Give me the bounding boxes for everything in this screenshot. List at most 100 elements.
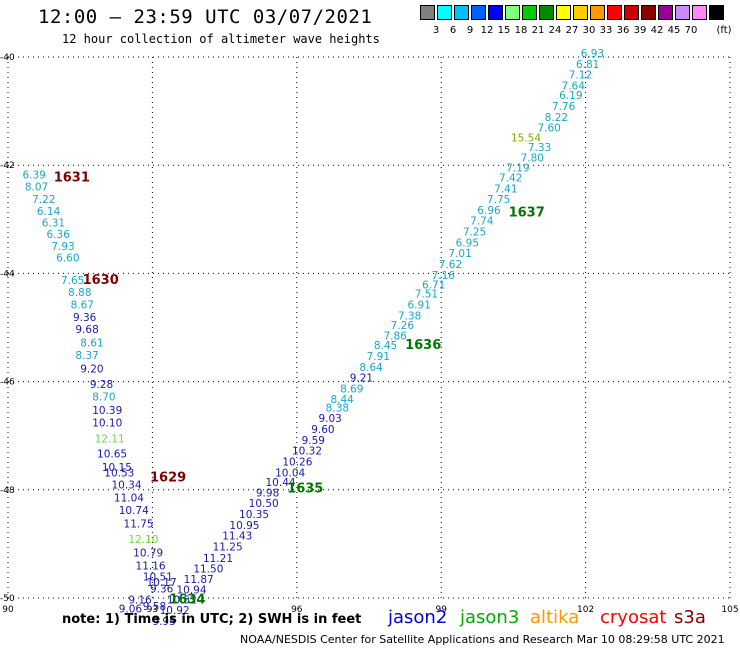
credit-line: NOAA/NESDIS Center for Satellite Applica… [240,633,725,646]
wave-height-value: 7.26 [391,320,415,332]
wave-height-value: 9.06 [119,604,143,616]
legend-label: 24 [548,25,562,36]
wave-height-value: 10.79 [133,547,163,559]
wave-height-value: 7.60 [537,123,560,135]
wave-height-value: 10.04 [275,467,305,479]
legend-swatch [624,5,639,20]
legend-swatch [556,5,571,20]
legend-swatch [607,5,622,20]
wave-height-value: 9.28 [90,379,113,391]
legend-swatch [658,5,673,20]
wave-height-value: 11.25 [213,541,243,553]
legend-swatch [692,5,707,20]
wave-height-value: 7.16 [432,270,456,282]
satellite-name: altika [530,607,580,628]
pass-number-label: 1636 [405,338,441,353]
wave-height-value: 9.58 [143,601,166,613]
wave-height-value: 10.95 [229,520,259,532]
wave-height-value: 7.80 [521,152,544,164]
legend-label: 30 [582,25,596,36]
lon-tick-label: 90 [2,605,14,615]
legend-swatch [590,5,605,20]
wave-height-value: 15.54 [511,132,541,144]
legend-swatch [454,5,469,20]
wave-height-value: 9.36 [73,312,97,324]
legend-swatch [471,5,486,20]
wave-height-value: 8.69 [340,383,363,395]
wave-height-value: 6.36 [47,229,71,241]
satellite-name: jason3 [460,607,520,628]
wave-height-value: 8.07 [25,182,48,194]
lat-tick-label: -50 [0,594,15,604]
wave-height-value: 7.01 [448,248,471,260]
legend-swatch [539,5,554,20]
wave-height-value: 10.50 [249,498,279,510]
wave-height-value: 6.14 [37,206,61,218]
wave-height-value: 10.32 [292,446,322,458]
wave-height-value: 7.33 [528,142,551,154]
wave-height-value: 7.76 [552,101,576,113]
satellite-name: cryosat [600,607,667,628]
wave-height-value: 7.41 [494,183,517,195]
legend-label: 15 [497,25,511,36]
satellite-name: jason2 [388,607,448,628]
wave-height-value: 10.52 [167,594,197,606]
lat-tick-label: -46 [0,378,15,388]
wave-height-value: 9.59 [302,435,325,447]
legend-label: 27 [565,25,579,36]
wave-height-value: 11.43 [222,531,252,543]
wave-height-value: 8.22 [545,112,568,124]
wave-height-value: 9.98 [256,487,279,499]
wave-height-value: 6.93 [581,48,604,60]
wave-height-value: 8.44 [330,394,354,406]
legend-label: 45 [667,25,681,36]
satellite-name: s3a [674,607,706,628]
wave-height-value: 8.67 [71,300,94,312]
pass-number-label: 1637 [509,206,545,221]
legend-swatch [522,5,537,20]
wave-height-value: 10.26 [282,456,312,468]
wave-height-value: 11.04 [114,493,144,505]
wave-height-value: 6.96 [477,205,501,217]
legend-label: 70 [684,25,698,36]
legend-swatch [641,5,656,20]
wave-height-value: 12.11 [95,434,125,446]
wave-height-value: 6.31 [42,217,65,229]
legend-label: 42 [650,25,664,36]
wave-height-value: 6.19 [559,90,582,102]
pass-number-label: 1634 [169,592,205,607]
wave-height-value: 7.42 [499,172,522,184]
legend-swatch [488,5,503,20]
wave-height-value: 7.65 [61,275,84,287]
wave-height-value: 10.10 [92,418,122,430]
wave-height-value: 10.53 [104,467,134,479]
wave-height-value: 9.20 [80,363,103,375]
wave-height-value: 8.37 [75,350,98,362]
lat-tick-label: -44 [0,269,15,279]
wave-height-value: 6.39 [22,170,45,182]
wave-height-value: 10.65 [97,448,127,460]
pass-number-label: 1629 [150,471,186,486]
wave-height-value: 7.64 [562,80,586,92]
legend-label: 12 [480,25,494,36]
wave-height-value: 7.38 [398,310,421,322]
lat-tick-label: -40 [0,53,15,63]
wave-height-value: 8.88 [68,287,91,299]
legend-label: 36 [616,25,630,36]
wave-height-value: 7.86 [383,330,407,342]
wave-height-value: 8.38 [326,402,349,414]
lat-tick-label: -48 [0,486,15,496]
lon-tick-label: 96 [291,605,303,615]
pass-number-label: 1630 [83,273,119,288]
wave-height-value: 6.60 [56,252,79,264]
wave-height-value: 7.12 [569,70,592,82]
wave-height-value: 8.45 [374,340,397,352]
wave-height-value: 10.92 [160,605,190,617]
wave-height-value: 8.61 [80,337,103,349]
wave-height-value: 9.21 [350,373,373,385]
wave-height-value: 9.60 [311,424,334,436]
lon-tick-label: 102 [577,605,594,615]
legend-label: 21 [531,25,545,36]
lat-tick-label: -42 [0,161,15,171]
